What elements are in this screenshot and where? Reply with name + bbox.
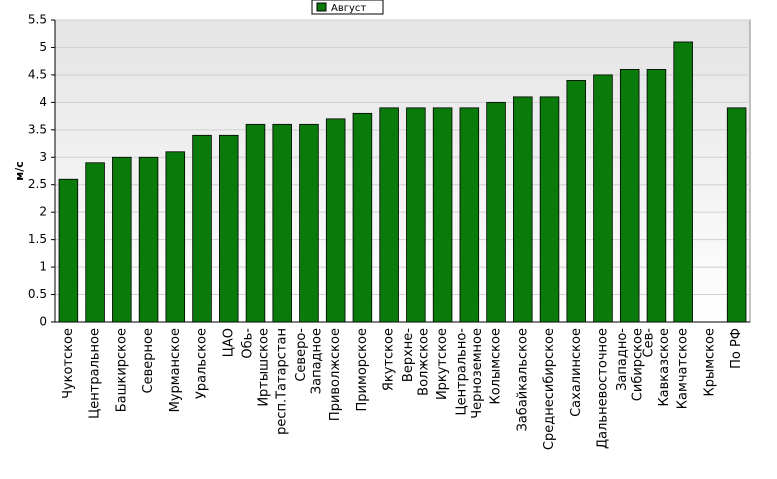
y-tick-label: 1.5 [28, 232, 47, 246]
bar [593, 74, 613, 323]
x-tick-label: ЦАО [221, 328, 236, 357]
bar [85, 162, 105, 323]
bar [138, 156, 159, 323]
bar [459, 107, 480, 323]
x-tick-label: Чукотское [61, 328, 76, 399]
legend: Август [311, 0, 384, 15]
legend-swatch [316, 2, 327, 12]
y-tick-label: 3 [39, 150, 47, 164]
legend-label: Август [331, 3, 366, 14]
x-tick-label: Приморское [355, 328, 370, 411]
plot-area [54, 19, 751, 323]
y-axis-label: м/с [13, 161, 26, 181]
y-tick-label: 4 [39, 95, 47, 109]
x-tick-label: Дальневосточное [595, 328, 610, 449]
bar [299, 123, 319, 323]
y-tick-label: 4.5 [28, 67, 47, 81]
x-tick-label: Иркутское [435, 328, 450, 400]
x-tick-label: Обь-Иртышское [240, 328, 271, 407]
x-tick-label: Приволжское [328, 328, 343, 421]
bar [539, 96, 560, 323]
bar [486, 101, 506, 323]
bar [245, 123, 266, 323]
y-tick-label: 2 [39, 205, 47, 219]
y-tick-label: 5 [39, 40, 47, 54]
x-tick-label: Уральское [195, 328, 210, 399]
bar [432, 107, 453, 323]
bar [165, 151, 186, 323]
bar [726, 107, 747, 323]
x-tick-label: респ.Татарстан [275, 328, 290, 435]
bar [379, 107, 399, 323]
x-tick-label: Центрально-Черноземное [454, 328, 485, 419]
bar [673, 41, 693, 323]
bar [218, 134, 239, 323]
bar [112, 156, 132, 323]
legend-box [311, 0, 384, 15]
x-tick-label: Сев-Кавказское [641, 328, 672, 407]
x-tick-label: Северо-Западное [294, 328, 325, 395]
bar [272, 123, 292, 323]
x-tick-label: Верхне-Волжское [401, 328, 432, 396]
x-tick-label: Забайкальское [515, 328, 530, 431]
x-tick-label: Колымское [489, 328, 504, 405]
x-tick-label: Северное [141, 328, 156, 393]
y-tick-label: 2.5 [28, 177, 47, 191]
y-tick-label: 1 [39, 260, 47, 274]
x-tick-label: Башкирское [114, 328, 129, 412]
bar [619, 69, 640, 323]
bar [566, 80, 587, 323]
x-tick-label: Камчатское [676, 328, 691, 409]
x-tick-label: Крымское [702, 328, 717, 397]
bar [646, 69, 667, 323]
y-tick-label: 5.5 [28, 13, 47, 27]
x-tick-label: Центральное [88, 328, 103, 419]
x-tick-label: Мурманское [168, 328, 183, 412]
y-tick-label: 0 [39, 315, 47, 329]
y-tick-label: 3.5 [28, 122, 47, 136]
y-tick-label: 0.5 [28, 287, 47, 301]
bar [192, 134, 212, 323]
x-tick-label: Западно-Сибирское [614, 328, 645, 402]
x-tick-label: Сахалинское [569, 328, 584, 417]
bar [513, 96, 533, 323]
x-tick-label: По РФ [729, 328, 744, 369]
x-tick-label: Якутское [382, 328, 397, 391]
x-tick-label: Среднесибирское [542, 328, 557, 450]
bar [58, 178, 79, 323]
bar [406, 107, 426, 323]
bar [325, 118, 346, 323]
bar [352, 112, 373, 323]
